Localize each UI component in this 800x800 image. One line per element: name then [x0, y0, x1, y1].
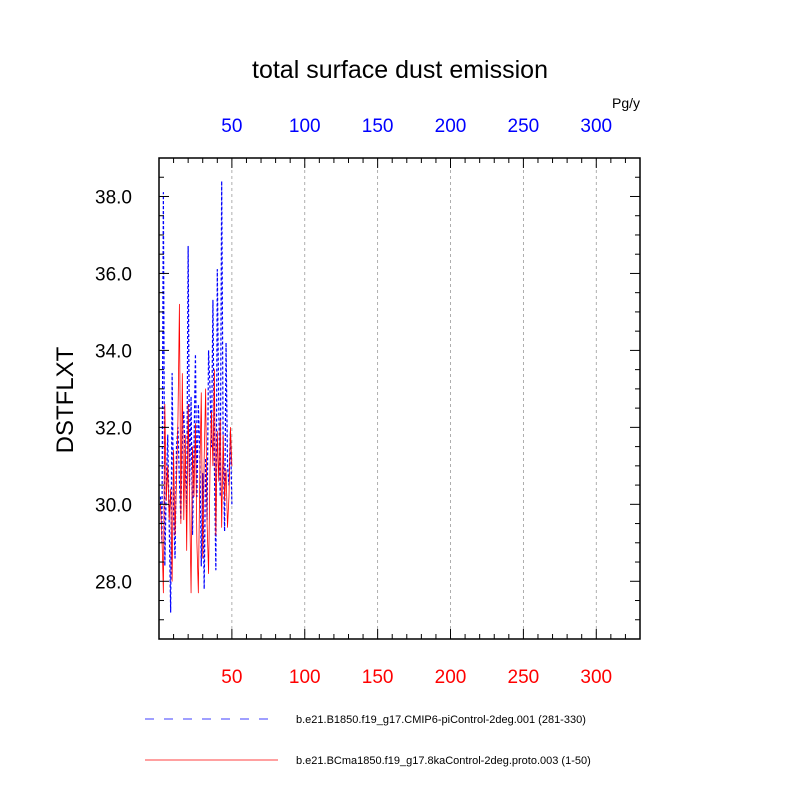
y-tick-label-34.0: 34.0 — [95, 341, 132, 362]
x-tick-label-bottom-100: 100 — [289, 667, 321, 688]
y-tick-label-30.0: 30.0 — [95, 495, 132, 516]
plot-frame — [158, 157, 641, 640]
legend-label-2: b.e21.BCma1850.f19_g17.8kaControl-2deg.p… — [296, 755, 591, 767]
x-tick-label-top-250: 250 — [508, 116, 540, 137]
x-tick-label-bottom-150: 150 — [362, 667, 394, 688]
y-tick-label-32.0: 32.0 — [95, 418, 132, 439]
y-tick-label-28.0: 28.0 — [95, 572, 132, 593]
tick-labels: 50 50 100 100 150 150 200 200 250 250 300 300 28.0 30… — [95, 116, 612, 688]
y-tick-label-36.0: 36.0 — [95, 264, 132, 285]
x-tick-label-top-150: 150 — [362, 116, 394, 137]
top-axis-unit: Pg/y — [612, 95, 640, 111]
x-tick-label-bottom-250: 250 — [508, 667, 540, 688]
x-tick-label-bottom-50: 50 — [221, 667, 242, 688]
x-tick-label-top-50: 50 — [221, 116, 242, 137]
x-grid-lines — [231, 158, 597, 639]
legend-label-1: b.e21.B1850.f19_g17.CMIP6-piControl-2deg… — [296, 714, 586, 726]
x-tick-label-bottom-200: 200 — [435, 667, 467, 688]
axis-ticks — [159, 158, 641, 639]
legend: b.e21.B1850.f19_g17.CMIP6-piControl-2deg… — [145, 714, 591, 767]
x-tick-label-bottom-300: 300 — [580, 667, 612, 688]
x-tick-label-top-300: 300 — [580, 116, 612, 137]
series-lines — [159, 180, 233, 613]
series-line-2 — [160, 303, 233, 594]
chart-title: total surface dust emission — [252, 56, 548, 84]
y-tick-label-38.0: 38.0 — [95, 187, 132, 208]
y-axis-label: DSTFLXT — [52, 346, 79, 453]
x-tick-label-top-100: 100 — [289, 116, 321, 137]
series-line-1 — [159, 180, 233, 613]
x-tick-label-top-200: 200 — [435, 116, 467, 137]
